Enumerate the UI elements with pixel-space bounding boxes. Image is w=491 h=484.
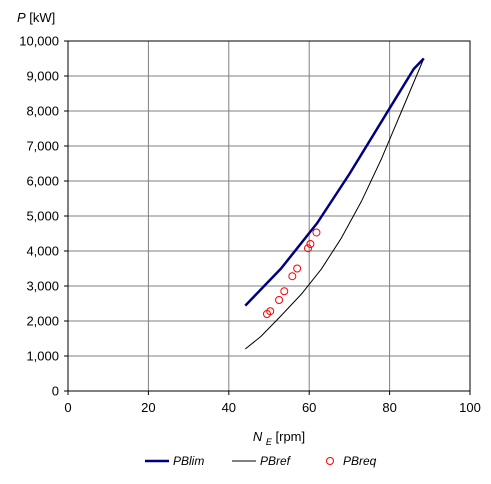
series-point-pbreq: [303, 244, 312, 253]
series-point-pbreq: [288, 272, 297, 281]
series-layer: [244, 57, 425, 350]
series-point-pbreq: [275, 296, 284, 304]
series-point-pbreq: [312, 228, 321, 237]
series-line-pbref: [244, 58, 425, 350]
y-tick-label: 5,000: [26, 209, 59, 224]
y-axis-unit: [kW]: [29, 10, 55, 25]
y-tick-label: 7,000: [26, 139, 59, 154]
x-axis-label: N E [rpm]: [253, 429, 305, 448]
y-tick-label: 8,000: [26, 104, 59, 119]
x-tick-label: 80: [382, 400, 396, 415]
y-tick-label: 9,000: [26, 69, 59, 84]
y-tick-label: 4,000: [26, 244, 59, 259]
legend-label-pbref: PBref: [260, 454, 292, 468]
y-tick-label: 2,000: [26, 314, 59, 329]
y-tick-label: 1,000: [26, 349, 59, 364]
x-tick-label: 100: [459, 400, 481, 415]
series-point-pbreq: [266, 307, 275, 316]
legend: PBlim PBref PBreq: [145, 454, 377, 468]
x-tick-label: 60: [302, 400, 316, 415]
series-point-pbreq: [293, 264, 302, 273]
x-axis-variable: N: [253, 429, 263, 444]
y-tick-label: 3,000: [26, 279, 59, 294]
x-tick-label: 40: [222, 400, 236, 415]
series-point-pbreq: [306, 240, 315, 248]
tick-layer: 0 1,000 2,000 3,000 4,000 5,000 6,000 7,000 8,00…: [19, 34, 481, 416]
x-axis-unit: [rpm]: [276, 429, 306, 444]
grid-layer: [68, 41, 470, 391]
y-axis-variable: P: [17, 10, 26, 25]
series-point-pbreq: [280, 287, 289, 296]
y-tick-label: 6,000: [26, 174, 59, 189]
series-line-pblim: [244, 57, 425, 307]
y-tick-label: 0: [52, 384, 59, 399]
x-tick-label: 0: [64, 400, 71, 415]
y-axis-label: P [kW]: [17, 10, 55, 25]
legend-label-pblim: PBlim: [173, 454, 204, 468]
legend-swatch-pbreq: [326, 457, 334, 465]
x-tick-label: 20: [141, 400, 155, 415]
y-tick-label: 10,000: [19, 34, 59, 49]
x-axis-subscript: E: [266, 437, 273, 447]
legend-label-pbreq: PBreq: [343, 454, 377, 468]
